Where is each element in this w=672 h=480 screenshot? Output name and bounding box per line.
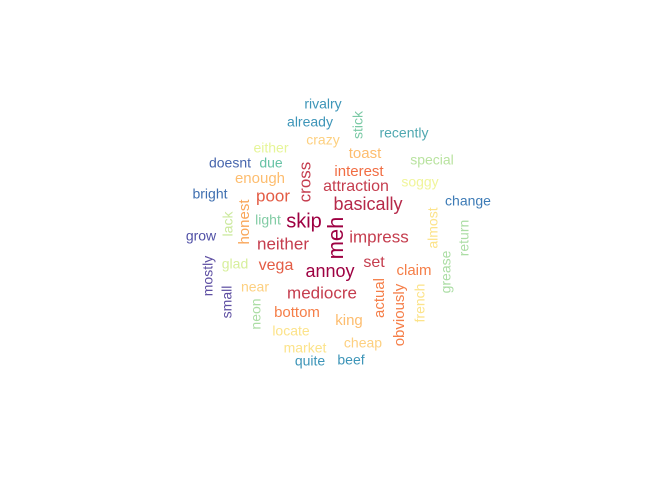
word-rivalry: rivalry: [304, 96, 341, 112]
word-bottom: bottom: [274, 304, 320, 321]
word-annoy: annoy: [305, 261, 354, 281]
word-doesnt: doesnt: [209, 155, 251, 171]
word-quite: quite: [295, 353, 326, 369]
word-claim: claim: [396, 262, 431, 279]
word-crazy: crazy: [306, 132, 339, 148]
word-small: small: [219, 286, 235, 319]
word-mediocre: mediocre: [287, 283, 357, 302]
word-recently: recently: [379, 125, 428, 141]
word-attraction: attraction: [323, 178, 389, 195]
word-french: french: [412, 284, 428, 323]
word-bright: bright: [192, 186, 227, 202]
word-locate: locate: [272, 323, 310, 339]
word-grease: grease: [438, 250, 454, 293]
word-impress: impress: [349, 227, 409, 246]
word-either: either: [253, 140, 288, 156]
word-actual: actual: [371, 278, 388, 318]
word-neither: neither: [257, 234, 309, 253]
word-soggy: soggy: [401, 174, 438, 190]
word-neon: neon: [248, 298, 264, 329]
word-cross: cross: [295, 162, 314, 203]
word-grow: grow: [186, 228, 217, 244]
word-due: due: [259, 155, 283, 171]
word-interest: interest: [334, 163, 384, 180]
word-mostly: mostly: [200, 256, 216, 296]
word-light: light: [255, 212, 281, 228]
word-glad: glad: [222, 256, 248, 272]
word-return: return: [456, 220, 472, 257]
word-special: special: [410, 152, 454, 168]
word-poor: poor: [256, 186, 290, 205]
word-skip: skip: [286, 210, 322, 232]
word-change: change: [445, 193, 491, 209]
word-cheap: cheap: [344, 335, 382, 351]
word-almost: almost: [425, 207, 441, 248]
word-beef: beef: [337, 352, 364, 368]
word-toast: toast: [349, 145, 382, 162]
word-meh: meh: [323, 217, 348, 260]
word-basically: basically: [333, 194, 402, 214]
word-already: already: [287, 114, 333, 130]
word-king: king: [335, 312, 363, 329]
word-lack: lack: [220, 211, 236, 237]
word-market: market: [284, 340, 327, 356]
word-stick: stick: [350, 110, 366, 139]
word-set: set: [363, 254, 385, 271]
word-obviously: obviously: [391, 283, 408, 346]
word-enough: enough: [235, 170, 285, 187]
word-vega: vega: [259, 257, 294, 274]
word-honest: honest: [236, 199, 253, 245]
word-near: near: [241, 279, 269, 295]
